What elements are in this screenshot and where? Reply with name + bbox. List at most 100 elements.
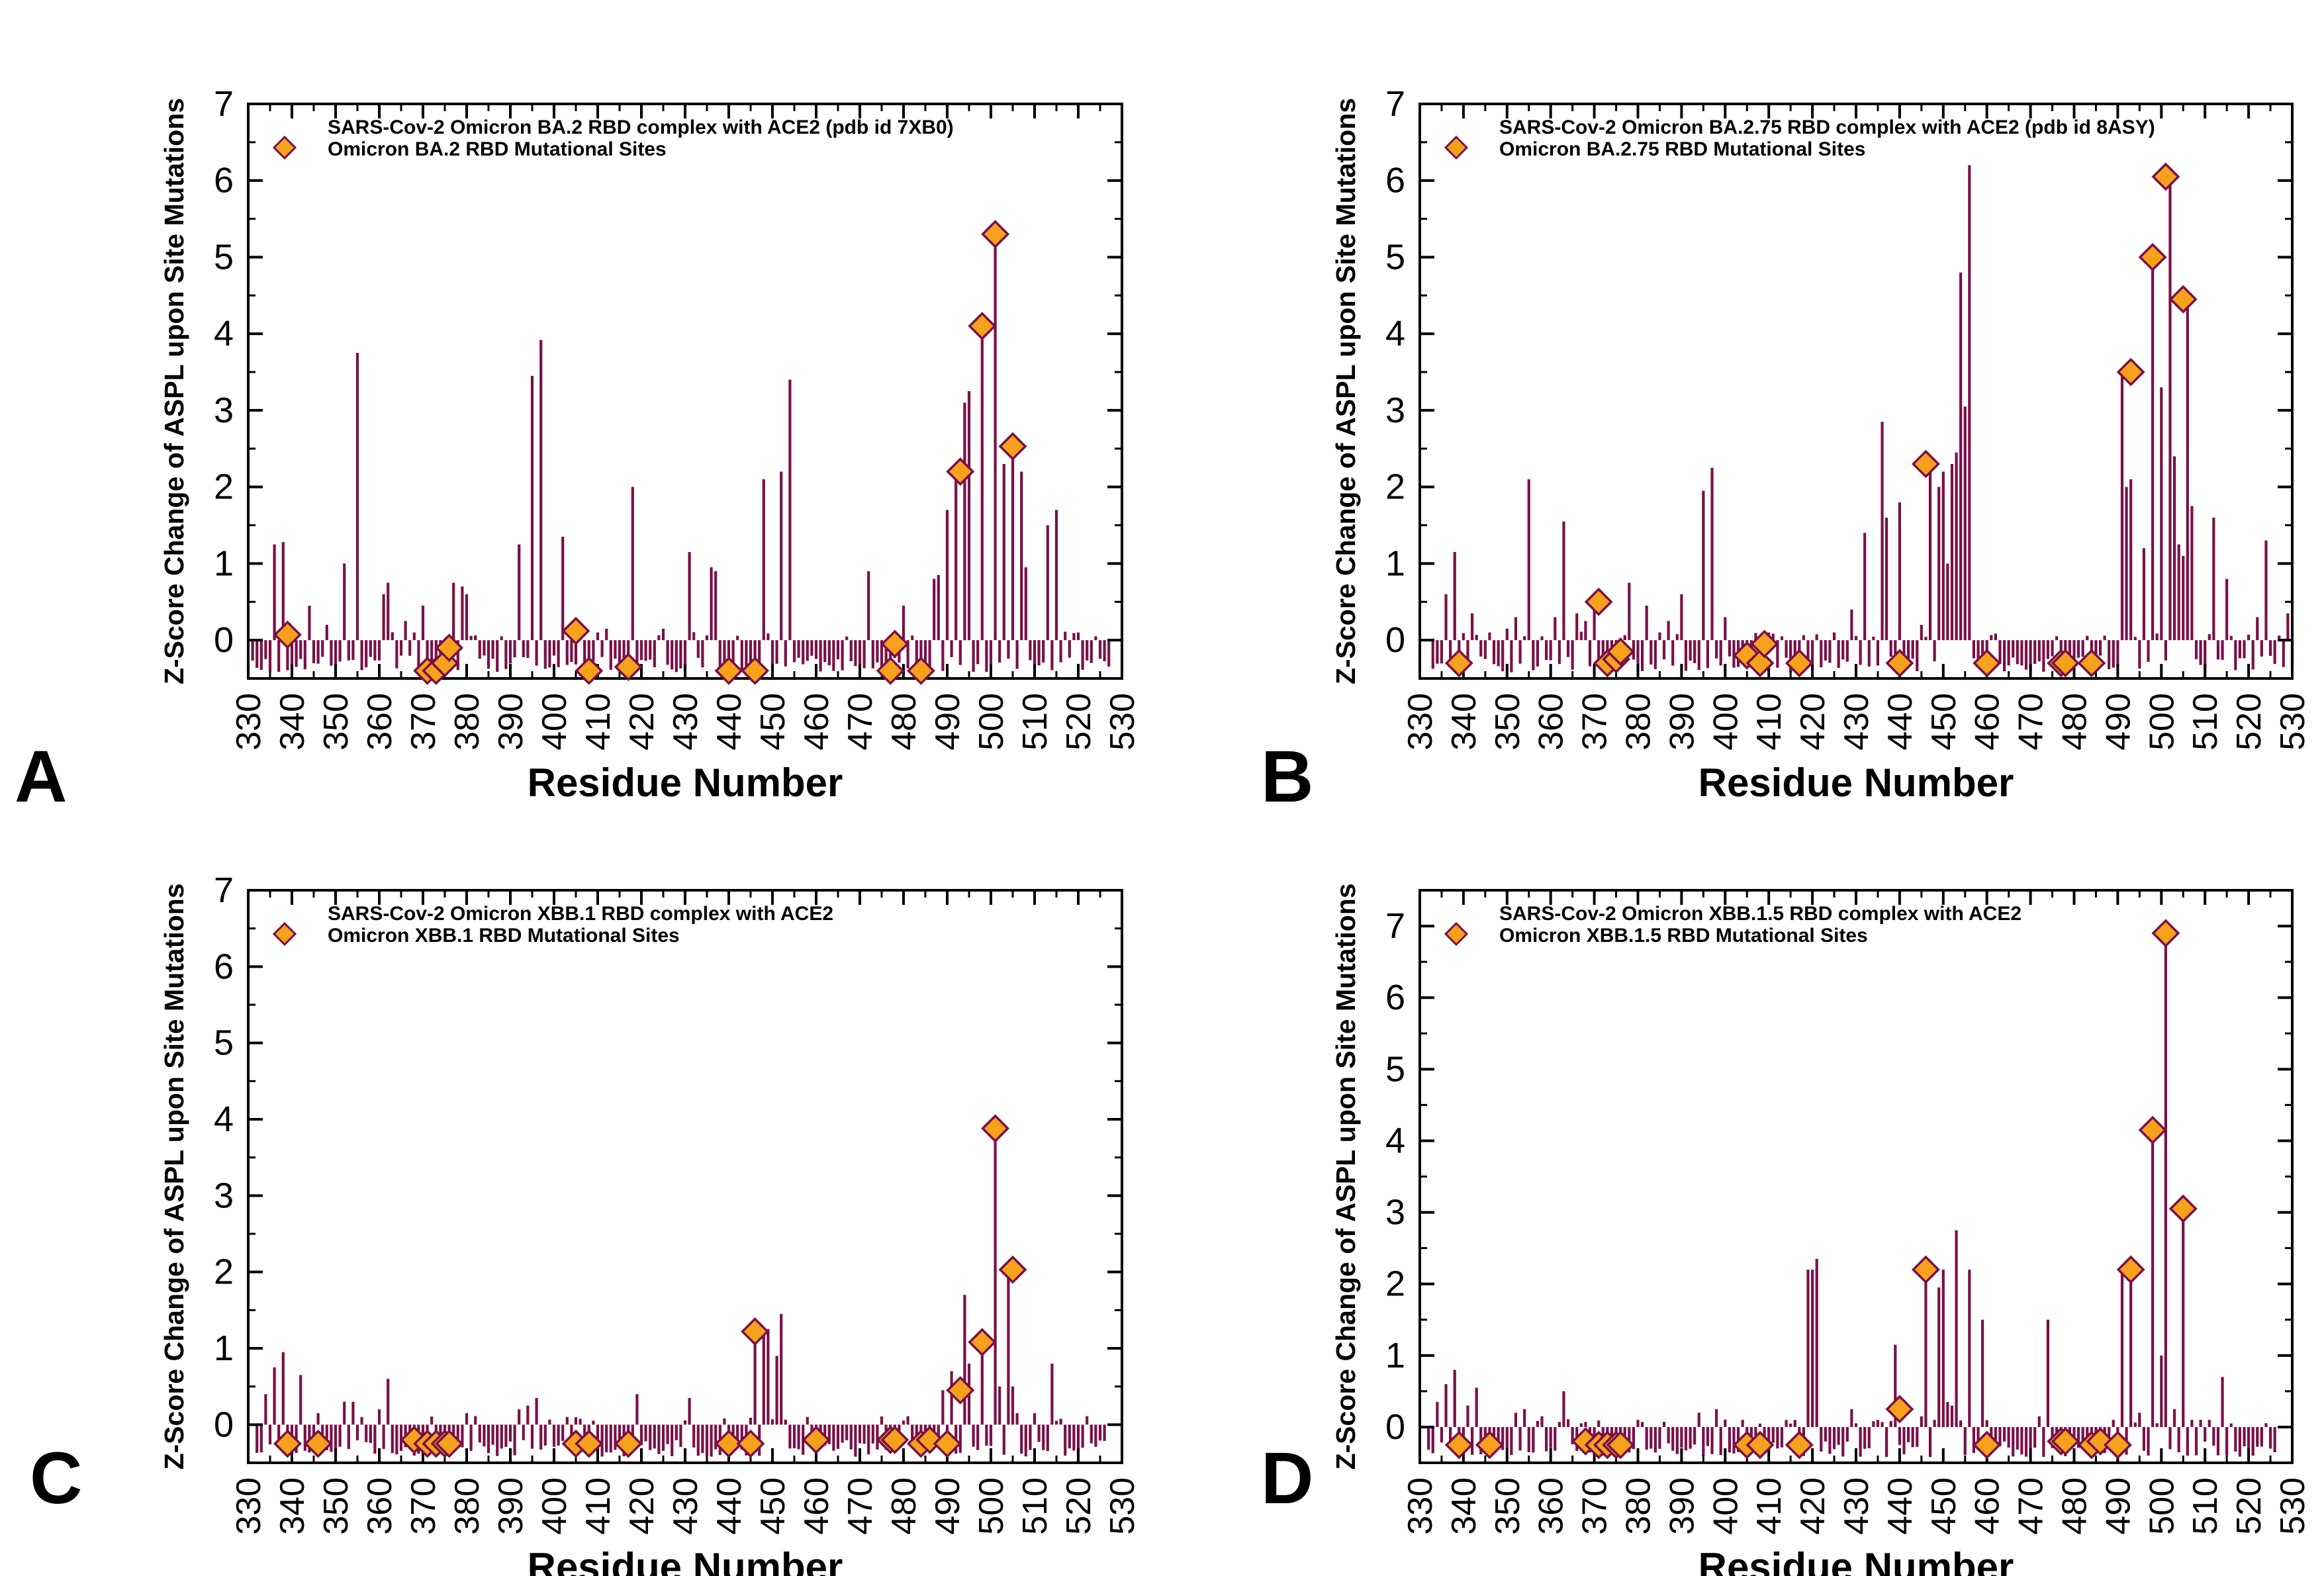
chart-b: 0 1 2 3 4 5 6 7 330 340 350 360 370 380 390 400 410 420 43… <box>1330 84 2312 805</box>
chart-d-site-marker <box>2051 1427 2080 1456</box>
chart-b-x-tick-label: 460 <box>1969 693 2007 751</box>
chart-a-x-tick-label: 340 <box>273 693 312 751</box>
chart-d-y-tick-label: 5 <box>1385 1049 1405 1089</box>
chart-d-x-tick-label: 430 <box>1837 1477 1876 1535</box>
chart-b-site-marker <box>1885 649 1914 678</box>
chart-b-x-tick-label: 400 <box>1706 693 1745 751</box>
chart-d-site-marker <box>1911 1255 1940 1284</box>
chart-d-x-tick-label: 360 <box>1532 1477 1571 1535</box>
chart-b-legend-entry-2: Omicron BA.2.75 RBD Mutational Sites <box>1499 138 1865 160</box>
chart-c-y-axis-title: Z-Score Change of ASPL upon Site Mutatio… <box>159 883 189 1469</box>
chart-d-x-tick-label: 340 <box>1445 1477 1483 1535</box>
chart-b-x-tick-label: 370 <box>1576 693 1614 751</box>
chart-c-x-tick-label: 370 <box>404 1477 443 1535</box>
chart-b-site-marker <box>2077 649 2106 678</box>
chart-a-site-marker <box>981 220 1010 249</box>
chart-b-site-marker <box>1911 449 1940 479</box>
chart-d-y-tick-label: 1 <box>1385 1336 1405 1375</box>
chart-d-y-tick-label: 6 <box>1385 978 1405 1017</box>
chart-a-y-tick-label: 3 <box>214 391 234 430</box>
chart-b-site-marker <box>2168 285 2198 314</box>
chart-d-x-tick-label: 400 <box>1706 1477 1745 1535</box>
chart-d-x-tick-label: 490 <box>2099 1477 2137 1535</box>
chart-a-site-marker <box>575 656 604 685</box>
chart-a-x-tick-label: 360 <box>361 693 399 751</box>
chart-d: 0 1 2 3 4 5 6 7 330 340 350 360 370 380 390 400 410 420 43… <box>1330 883 2312 1576</box>
chart-c-y-tick-label: 2 <box>214 1252 234 1292</box>
panel-label-a: A <box>15 736 68 817</box>
chart-c-x-tick-label: 480 <box>885 1477 923 1535</box>
chart-b-x-tick-label: 340 <box>1445 693 1483 751</box>
chart-d-y-axis-title: Z-Score Change of ASPL upon Site Mutatio… <box>1330 883 1361 1469</box>
chart-a-site-marker <box>998 432 1027 461</box>
chart-a-y-tick-label: 0 <box>214 620 234 660</box>
chart-d-legend-entry-2: Omicron XBB.1.5 RBD Mutational Sites <box>1499 925 1868 947</box>
chart-a-site-marker <box>741 656 770 685</box>
chart-d-x-tick-label: 330 <box>1401 1477 1440 1535</box>
panel-label-d: D <box>1261 1438 1314 1519</box>
chart-d-site-marker <box>2151 919 2180 948</box>
chart-c-x-tick-label: 530 <box>1103 1477 1142 1535</box>
chart-c-y-tick-label: 7 <box>214 870 234 910</box>
chart-b-x-axis-title: Residue Number <box>1698 761 2014 805</box>
chart-b-x-tick-label: 420 <box>1794 693 1832 751</box>
chart-d-legend-marker-icon <box>1444 921 1469 947</box>
chart-d-site-marker <box>2103 1430 2132 1460</box>
chart-d-site-marker <box>1475 1430 1504 1460</box>
chart-c-x-tick-label: 380 <box>448 1477 487 1535</box>
chart-c-x-tick-label: 420 <box>623 1477 661 1535</box>
chart-d-x-tick-label: 520 <box>2230 1477 2268 1535</box>
chart-c-x-tick-label: 390 <box>492 1477 530 1535</box>
chart-a-site-marker <box>561 616 590 645</box>
chart-d-site-marker <box>1444 1430 1473 1460</box>
chart-b-x-tick-label: 450 <box>1925 693 1963 751</box>
chart-a-y-tick-label: 2 <box>214 467 234 507</box>
panel-label-c: C <box>30 1438 83 1519</box>
panel-label-b: B <box>1261 736 1314 817</box>
chart-b-site-marker <box>1745 649 1775 678</box>
chart-c-x-tick-label: 490 <box>929 1477 967 1535</box>
chart-d-x-tick-label: 380 <box>1620 1477 1658 1535</box>
chart-a-site-marker <box>435 633 464 663</box>
chart-c-x-tick-label: 360 <box>361 1477 399 1535</box>
chart-c-site-marker <box>946 1375 975 1405</box>
chart-c-y-tick-label: 3 <box>214 1176 234 1215</box>
chart-d-x-axis-title: Residue Number <box>1698 1545 2014 1576</box>
chart-c-x-tick-label: 330 <box>230 1477 268 1535</box>
chart-a-stems <box>251 234 1111 672</box>
chart-a-x-tick-label: 490 <box>929 693 967 751</box>
chart-d-x-tick-label: 530 <box>2274 1477 2312 1535</box>
chart-d-x-tick-label: 390 <box>1663 1477 1701 1535</box>
chart-a-legend-entry-1: SARS-Cov-2 Omicron BA.2 RBD complex with… <box>328 116 954 138</box>
chart-d-x-tick-label: 440 <box>1881 1477 1920 1535</box>
chart-b-x-tick-label: 470 <box>2012 693 2051 751</box>
chart-b-x-tick-label: 440 <box>1881 693 1920 751</box>
chart-b-x-tick-label: 390 <box>1663 693 1701 751</box>
chart-b-x-tick-label: 520 <box>2230 693 2268 751</box>
chart-b-legend-entry-1: SARS-Cov-2 Omicron BA.2.75 RBD complex w… <box>1499 116 2155 138</box>
chart-d-legend-entry-1: SARS-Cov-2 Omicron XBB.1.5 RBD complex w… <box>1499 903 2022 925</box>
chart-c-site-marker <box>802 1425 831 1454</box>
chart-c-x-tick-label: 450 <box>754 1477 792 1535</box>
chart-d-x-tick-label: 510 <box>2186 1477 2225 1535</box>
chart-b-y-tick-label: 3 <box>1385 391 1405 430</box>
chart-a-sites <box>273 220 1027 685</box>
chart-a-site-marker <box>614 653 643 682</box>
chart-b-sites <box>1444 162 2198 678</box>
chart-a-y-tick-label: 6 <box>214 161 234 201</box>
chart-a-site-marker <box>273 620 302 649</box>
chart-c-site-marker <box>575 1429 604 1458</box>
chart-b-site-marker <box>2051 649 2080 678</box>
chart-d-y-tick-label: 0 <box>1385 1407 1405 1447</box>
chart-d-site-marker <box>1606 1430 1635 1460</box>
chart-a-x-tick-label: 460 <box>798 693 836 751</box>
chart-a-x-tick-label: 420 <box>623 693 661 751</box>
chart-c-legend-entry-1: SARS-Cov-2 Omicron XBB.1 RBD complex wit… <box>328 903 833 925</box>
chart-a-x-tick-label: 440 <box>710 693 749 751</box>
chart-c-y-tick-label: 1 <box>214 1328 234 1368</box>
chart-a-x-tick-label: 380 <box>448 693 487 751</box>
chart-c-x-tick-label: 350 <box>317 1477 355 1535</box>
chart-d-site-marker <box>1745 1430 1775 1460</box>
chart-d-x-tick-label: 470 <box>2012 1477 2051 1535</box>
chart-c-site-marker <box>998 1255 1027 1284</box>
